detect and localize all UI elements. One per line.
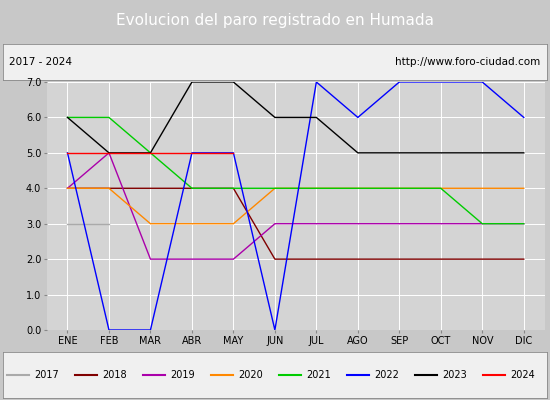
Text: http://www.foro-ciudad.com: http://www.foro-ciudad.com — [395, 57, 541, 67]
Text: 2023: 2023 — [442, 370, 467, 380]
Text: 2021: 2021 — [306, 370, 331, 380]
Text: 2020: 2020 — [238, 370, 263, 380]
Text: 2024: 2024 — [510, 370, 535, 380]
Text: 2022: 2022 — [375, 370, 399, 380]
Text: 2017: 2017 — [34, 370, 59, 380]
Text: 2017 - 2024: 2017 - 2024 — [9, 57, 72, 67]
Text: Evolucion del paro registrado en Humada: Evolucion del paro registrado en Humada — [116, 14, 434, 28]
Text: 2018: 2018 — [102, 370, 126, 380]
Text: 2019: 2019 — [170, 370, 195, 380]
